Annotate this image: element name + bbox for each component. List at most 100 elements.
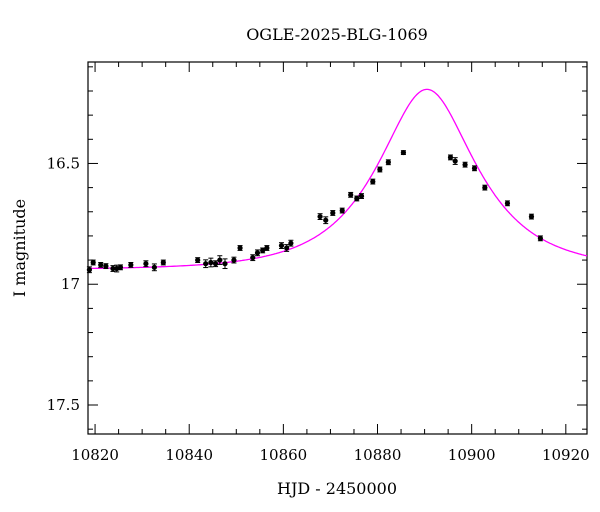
point-marker [385,159,391,165]
data-point [537,235,543,242]
data-point [222,258,228,270]
point-marker [528,213,535,220]
data-point [203,259,209,269]
point-marker [330,210,336,216]
data-point [217,255,223,265]
data-point [160,259,166,266]
point-marker [208,259,214,266]
point-marker [160,259,166,266]
point-marker [254,250,261,256]
data-point [330,210,336,216]
point-marker [86,267,93,273]
point-marker [377,166,383,173]
x-tick-label: 10880 [354,446,402,464]
x-tick-label: 10860 [260,446,308,464]
point-marker [264,245,270,251]
data-point [231,256,237,264]
point-marker [537,235,543,241]
point-marker [203,261,209,267]
data-point [358,193,365,199]
point-marker [317,213,323,220]
data-point [208,257,214,268]
data-point [354,195,360,202]
point-marker [447,154,454,161]
point-marker [117,264,124,270]
data-point [98,261,104,268]
point-marker [260,247,266,254]
point-marker [400,149,407,156]
data-point [400,149,407,156]
y-tick-label: 17.5 [47,396,80,414]
data-point [504,200,511,207]
point-marker [482,185,488,191]
data-point [482,184,488,191]
data-point [284,244,290,252]
data-point [86,266,93,274]
axis-ticks [88,62,587,434]
data-point [452,157,458,165]
point-marker [128,262,134,268]
data-point [264,245,270,251]
model-curve [87,88,588,270]
x-tick-label: 10900 [448,446,496,464]
data-point [288,239,294,247]
data-point [250,254,256,262]
data-point [528,213,535,220]
data-point [385,159,391,166]
point-marker [143,261,149,267]
point-marker [462,162,468,168]
point-marker [231,257,237,263]
data-point [195,257,201,263]
point-marker [110,265,116,272]
data-point [143,260,149,268]
point-marker [339,207,345,214]
chart-title: OGLE-2025-BLG-1069 [246,25,428,44]
data-point [90,259,96,266]
point-marker [278,242,285,249]
point-marker [348,192,354,198]
point-marker [452,158,458,164]
x-tick-label: 10820 [71,446,119,464]
data-point [323,216,329,225]
point-marker [288,240,294,246]
point-marker [212,261,219,267]
axis-tick-labels: 10820 10840 10860 10880 10900 10920 16.5 17 17.5 [47,154,590,464]
point-marker [370,178,376,185]
x-tick-label: 10840 [165,446,213,464]
data-point [151,263,157,272]
point-marker [90,259,96,266]
data-point [254,249,261,257]
data-point [117,264,124,271]
data-point [377,166,383,173]
data-point [370,178,376,185]
data-point [103,263,109,270]
x-tick-label: 10920 [542,446,590,464]
data-point [278,242,285,249]
data-point [339,207,345,214]
point-marker [103,263,109,269]
y-tick-label: 17 [61,275,80,293]
data-point [212,260,219,268]
point-marker [195,257,201,263]
data-point [128,261,134,268]
plot-frame [87,61,588,435]
data-point [237,245,243,251]
point-marker [354,195,360,202]
data-point [317,213,323,220]
point-marker [98,262,104,268]
point-marker [217,257,223,263]
data-point [471,165,478,172]
x-axis-label: HJD - 2450000 [277,479,397,498]
data-points [86,149,543,274]
data-point [348,191,354,198]
point-marker [222,261,228,267]
point-marker [250,255,256,261]
point-marker [284,245,290,251]
point-marker [358,193,365,199]
point-marker [471,165,478,171]
y-tick-label: 16.5 [47,154,80,172]
point-marker [323,217,329,223]
point-marker [504,200,511,206]
data-point [447,154,454,161]
